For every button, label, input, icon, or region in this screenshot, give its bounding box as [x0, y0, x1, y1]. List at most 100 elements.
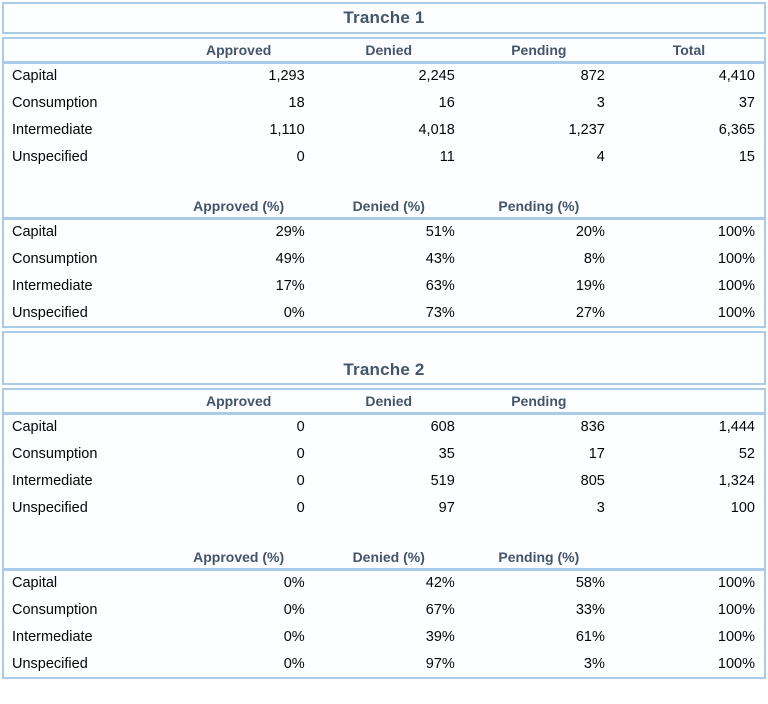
- table-row: Unspecified 0% 73% 27% 100%: [4, 299, 764, 326]
- cell-value: 61%: [575, 628, 605, 645]
- table-row: Consumption 49% 43% 8% 100%: [4, 245, 764, 272]
- cell-value: 17%: [275, 277, 305, 294]
- cell-value: 51%: [425, 224, 455, 241]
- row-label: Capital: [12, 575, 58, 592]
- row-label: Intermediate: [12, 121, 93, 138]
- cell-value: 29%: [275, 224, 305, 241]
- table-row: Unspecified 0 11 4 15: [4, 143, 764, 170]
- cell-value: 1,324: [718, 472, 755, 489]
- tranche-1-section: Tranche 1 Approved Denied Pending Total …: [2, 2, 766, 328]
- cell-value: 11: [439, 148, 455, 165]
- row-label: Unspecified: [12, 148, 88, 165]
- tranche-1-percent-header-row: Approved (%) Denied (%) Pending (%): [4, 195, 764, 218]
- cell-value: 35: [438, 445, 455, 462]
- spacer-row: [4, 170, 764, 195]
- column-header-pending: Pending: [511, 41, 567, 58]
- row-label: Capital: [12, 419, 58, 436]
- column-header-pending-pct: Pending (%): [498, 548, 580, 565]
- row-label: Intermediate: [12, 472, 93, 489]
- column-header-denied: Denied: [365, 392, 413, 409]
- cell-value: 100%: [717, 655, 755, 672]
- tranche-2-percent-header-row: Approved (%) Denied (%) Pending (%): [4, 546, 764, 569]
- cell-value: 1,444: [718, 419, 755, 436]
- empty-header-cell: [4, 39, 164, 62]
- cell-value: 0: [296, 499, 305, 516]
- cell-value: 3: [596, 94, 605, 111]
- tranche-1-counts-header-row: Approved Denied Pending Total: [4, 39, 764, 62]
- cell-value: 0: [296, 472, 305, 489]
- column-header-total: Total: [672, 41, 706, 58]
- tranche-2-title-box: Tranche 2: [2, 331, 766, 385]
- column-header-approved-pct: Approved (%): [193, 197, 285, 214]
- cell-value: 6,365: [718, 121, 755, 138]
- row-label: Unspecified: [12, 304, 88, 321]
- cell-value: 3%: [583, 655, 605, 672]
- column-header-denied-pct: Denied (%): [352, 197, 425, 214]
- cell-value: 2,245: [418, 68, 455, 85]
- cell-value: 39%: [425, 628, 455, 645]
- tranche-2-counts-header-row: Approved Denied Pending: [4, 390, 764, 413]
- table-row: Intermediate 0 519 805 1,324: [4, 467, 764, 494]
- cell-value: 42%: [425, 575, 455, 592]
- empty-header-cell: [4, 195, 164, 218]
- cell-value: 16: [438, 94, 455, 111]
- cell-value: 17: [588, 445, 605, 462]
- row-label: Unspecified: [12, 655, 88, 672]
- table-row: Capital 0% 42% 58% 100%: [4, 569, 764, 596]
- cell-value: 33%: [575, 601, 605, 618]
- cell-value: 100%: [717, 277, 755, 294]
- tranche-2-section: Tranche 2 Approved Denied Pending Capita…: [2, 331, 766, 679]
- cell-value: 37: [738, 94, 755, 111]
- table-row: Capital 1,293 2,245 872 4,410: [4, 62, 764, 89]
- column-header-approved: Approved: [205, 41, 272, 58]
- cell-value: 97: [438, 499, 455, 516]
- table-row: Consumption 0 35 17 52: [4, 440, 764, 467]
- tranche-1-table-box: Approved Denied Pending Total Capital 1,…: [2, 37, 766, 328]
- cell-value: 1,110: [269, 121, 305, 138]
- cell-value: 100%: [717, 575, 755, 592]
- cell-value: 0: [296, 148, 305, 165]
- cell-value: 100%: [717, 601, 755, 618]
- cell-value: 20%: [575, 224, 605, 241]
- cell-value: 43%: [425, 250, 455, 267]
- cell-value: 100%: [717, 250, 755, 267]
- spacer-row: [4, 521, 764, 546]
- cell-value: 100%: [717, 628, 755, 645]
- cell-value: 19%: [575, 277, 605, 294]
- row-label: Consumption: [12, 601, 98, 618]
- empty-header-cell: [4, 546, 164, 569]
- column-header-pending: Pending: [511, 392, 567, 409]
- tranche-2-table: Approved Denied Pending Capital 0 608 83…: [4, 390, 764, 677]
- cell-value: 0: [296, 419, 305, 436]
- cell-value: 4,018: [418, 121, 455, 138]
- column-header-blank: [614, 546, 764, 569]
- cell-value: 1,237: [568, 121, 605, 138]
- table-row: Capital 0 608 836 1,444: [4, 413, 764, 440]
- table-row: Consumption 18 16 3 37: [4, 89, 764, 116]
- cell-value: 0: [296, 445, 305, 462]
- cell-value: 805: [580, 472, 605, 489]
- table-row: Unspecified 0% 97% 3% 100%: [4, 650, 764, 677]
- tranche-1-title-box: Tranche 1: [2, 2, 766, 34]
- cell-value: 15: [738, 148, 755, 165]
- column-header-pending-pct: Pending (%): [498, 197, 580, 214]
- row-label: Consumption: [12, 94, 98, 111]
- cell-value: 1,293: [268, 68, 305, 85]
- column-header-denied: Denied: [365, 41, 413, 58]
- cell-value: 0%: [283, 628, 305, 645]
- row-label: Consumption: [12, 445, 98, 462]
- column-header-blank: [614, 195, 764, 218]
- table-row: Intermediate 17% 63% 19% 100%: [4, 272, 764, 299]
- cell-value: 58%: [575, 575, 605, 592]
- table-row: Unspecified 0 97 3 100: [4, 494, 764, 521]
- cell-value: 519: [430, 472, 455, 489]
- table-row: Consumption 0% 67% 33% 100%: [4, 596, 764, 623]
- cell-value: 100%: [717, 224, 755, 241]
- cell-value: 63%: [425, 277, 455, 294]
- tranche-2-title: Tranche 2: [343, 360, 425, 379]
- cell-value: 3: [596, 499, 605, 516]
- tranche-1-table: Approved Denied Pending Total Capital 1,…: [4, 39, 764, 326]
- cell-value: 52: [738, 445, 755, 462]
- row-label: Consumption: [12, 250, 98, 267]
- cell-value: 49%: [275, 250, 305, 267]
